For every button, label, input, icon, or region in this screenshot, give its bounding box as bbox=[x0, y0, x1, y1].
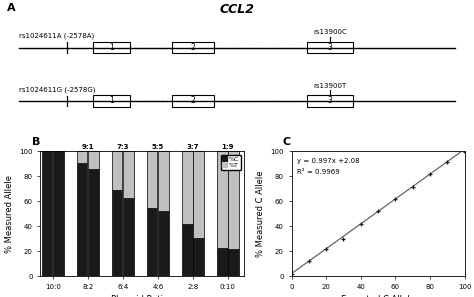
Bar bbox=[112, 151, 122, 190]
Text: 1: 1 bbox=[109, 43, 114, 52]
Bar bbox=[217, 247, 228, 276]
Text: 9:1: 9:1 bbox=[82, 144, 94, 150]
Bar bbox=[147, 208, 157, 276]
X-axis label: Expected C Allele: Expected C Allele bbox=[341, 296, 415, 297]
Text: rs13900T: rs13900T bbox=[313, 83, 346, 89]
Bar bbox=[307, 95, 353, 107]
Bar bbox=[217, 151, 228, 247]
Bar bbox=[182, 151, 192, 224]
X-axis label: Plasmid Ratios: Plasmid Ratios bbox=[111, 296, 173, 297]
Bar bbox=[172, 42, 214, 53]
Bar bbox=[228, 151, 238, 249]
Bar bbox=[77, 151, 88, 163]
Text: 3: 3 bbox=[328, 97, 332, 105]
Text: y = 0.997x +2.08: y = 0.997x +2.08 bbox=[297, 158, 359, 164]
Text: C: C bbox=[282, 137, 290, 147]
Point bbox=[288, 271, 295, 276]
Text: 1: 1 bbox=[109, 97, 114, 105]
Point bbox=[305, 259, 312, 263]
Bar bbox=[182, 224, 192, 276]
Bar bbox=[172, 95, 214, 107]
Point bbox=[339, 236, 347, 241]
Point bbox=[322, 247, 330, 251]
Bar bbox=[123, 151, 134, 198]
Bar bbox=[158, 211, 169, 276]
Text: 7:3: 7:3 bbox=[117, 144, 129, 150]
Point bbox=[392, 197, 399, 201]
Text: rs1024611G (-2578G): rs1024611G (-2578G) bbox=[18, 86, 95, 93]
Bar bbox=[158, 151, 169, 211]
Bar bbox=[193, 238, 203, 276]
Y-axis label: % Measured C Allele: % Measured C Allele bbox=[256, 170, 265, 257]
Bar bbox=[93, 42, 130, 53]
Bar bbox=[88, 151, 99, 169]
Bar bbox=[53, 151, 64, 276]
Bar bbox=[112, 190, 122, 276]
Text: 3: 3 bbox=[328, 43, 332, 52]
Text: 2: 2 bbox=[191, 43, 195, 52]
Text: 5:5: 5:5 bbox=[152, 144, 164, 150]
Point bbox=[426, 172, 434, 176]
Bar bbox=[77, 163, 88, 276]
Point bbox=[357, 222, 365, 226]
Point bbox=[461, 149, 468, 154]
Y-axis label: % Measured Allele: % Measured Allele bbox=[5, 175, 14, 253]
Text: R² = 0.9969: R² = 0.9969 bbox=[297, 169, 339, 175]
Legend: %C, %T: %C, %T bbox=[220, 155, 241, 170]
Point bbox=[443, 159, 451, 164]
Bar bbox=[93, 95, 130, 107]
Text: rs13900C: rs13900C bbox=[313, 29, 347, 35]
Text: CCL2: CCL2 bbox=[219, 3, 255, 16]
Point bbox=[374, 209, 382, 214]
Text: 1:9: 1:9 bbox=[222, 144, 234, 150]
Text: B: B bbox=[32, 137, 41, 147]
Bar bbox=[88, 169, 99, 276]
Bar bbox=[123, 198, 134, 276]
Text: 3:7: 3:7 bbox=[187, 144, 199, 150]
Point bbox=[409, 184, 416, 189]
Text: 2: 2 bbox=[191, 97, 195, 105]
Text: rs1024611A (-2578A): rs1024611A (-2578A) bbox=[18, 33, 94, 39]
Text: A: A bbox=[7, 3, 16, 13]
Bar bbox=[228, 249, 238, 276]
Bar bbox=[193, 151, 203, 238]
Bar bbox=[307, 42, 353, 53]
Bar bbox=[147, 151, 157, 208]
Bar bbox=[42, 151, 53, 276]
